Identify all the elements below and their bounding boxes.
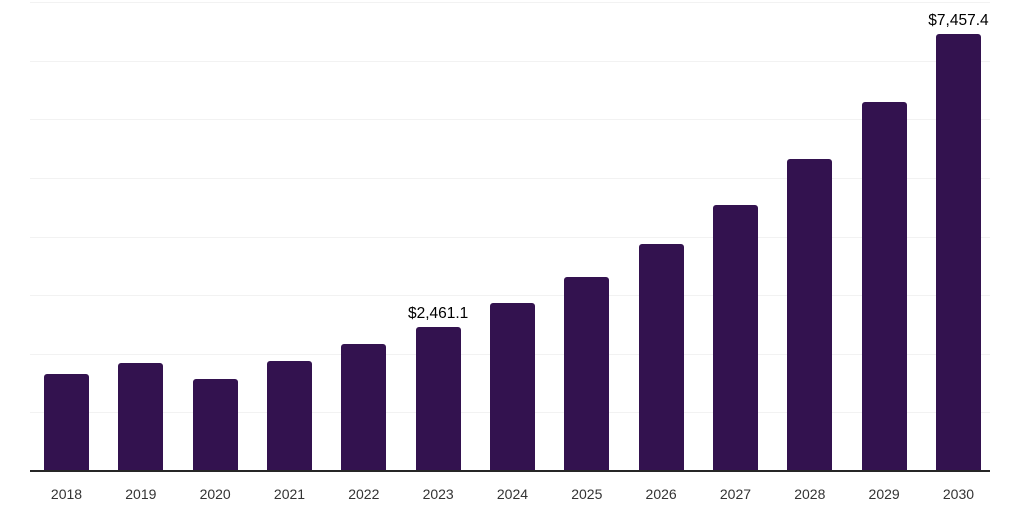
bar-2022[interactable] bbox=[341, 343, 387, 471]
bar-2030[interactable] bbox=[935, 33, 981, 471]
bar-2026[interactable] bbox=[638, 244, 684, 471]
x-tick-2025: 2025 bbox=[571, 486, 603, 502]
x-tick-2029: 2029 bbox=[868, 486, 900, 502]
gridline-8000 bbox=[30, 2, 990, 3]
x-tick-2024: 2024 bbox=[496, 486, 529, 502]
gridline-5000 bbox=[30, 177, 990, 179]
bar-2018[interactable] bbox=[44, 374, 89, 471]
x-axis-line bbox=[30, 470, 990, 472]
bar-2019[interactable] bbox=[118, 363, 164, 471]
x-tick-2023: 2023 bbox=[422, 486, 454, 502]
bar-2028[interactable] bbox=[787, 159, 833, 471]
bar-2025[interactable] bbox=[564, 276, 610, 471]
data-label-2030: $7,457.4 bbox=[928, 11, 989, 29]
bar-2024[interactable] bbox=[489, 303, 535, 471]
x-tick-2026: 2026 bbox=[645, 486, 677, 502]
data-label-2023: $2,461.1 bbox=[407, 304, 469, 322]
gridline-6000 bbox=[30, 119, 990, 121]
bar-2029[interactable] bbox=[861, 102, 907, 471]
bar-2027[interactable] bbox=[712, 204, 758, 471]
x-tick-2021: 2021 bbox=[273, 486, 306, 502]
x-tick-2027: 2027 bbox=[719, 486, 752, 502]
x-tick-2020: 2020 bbox=[199, 486, 231, 502]
bar-2021[interactable] bbox=[266, 360, 312, 471]
bar-2023[interactable] bbox=[415, 326, 461, 471]
gridline-3000 bbox=[30, 295, 990, 297]
x-tick-2028: 2028 bbox=[794, 486, 826, 502]
x-tick-2019: 2019 bbox=[125, 486, 157, 502]
x-tick-2022: 2022 bbox=[348, 486, 380, 502]
x-tick-2030: 2030 bbox=[942, 486, 975, 502]
gridline-7000 bbox=[30, 60, 990, 62]
x-tick-2018: 2018 bbox=[50, 486, 83, 502]
bar-2020[interactable] bbox=[192, 378, 238, 471]
gridline-4000 bbox=[30, 236, 990, 238]
